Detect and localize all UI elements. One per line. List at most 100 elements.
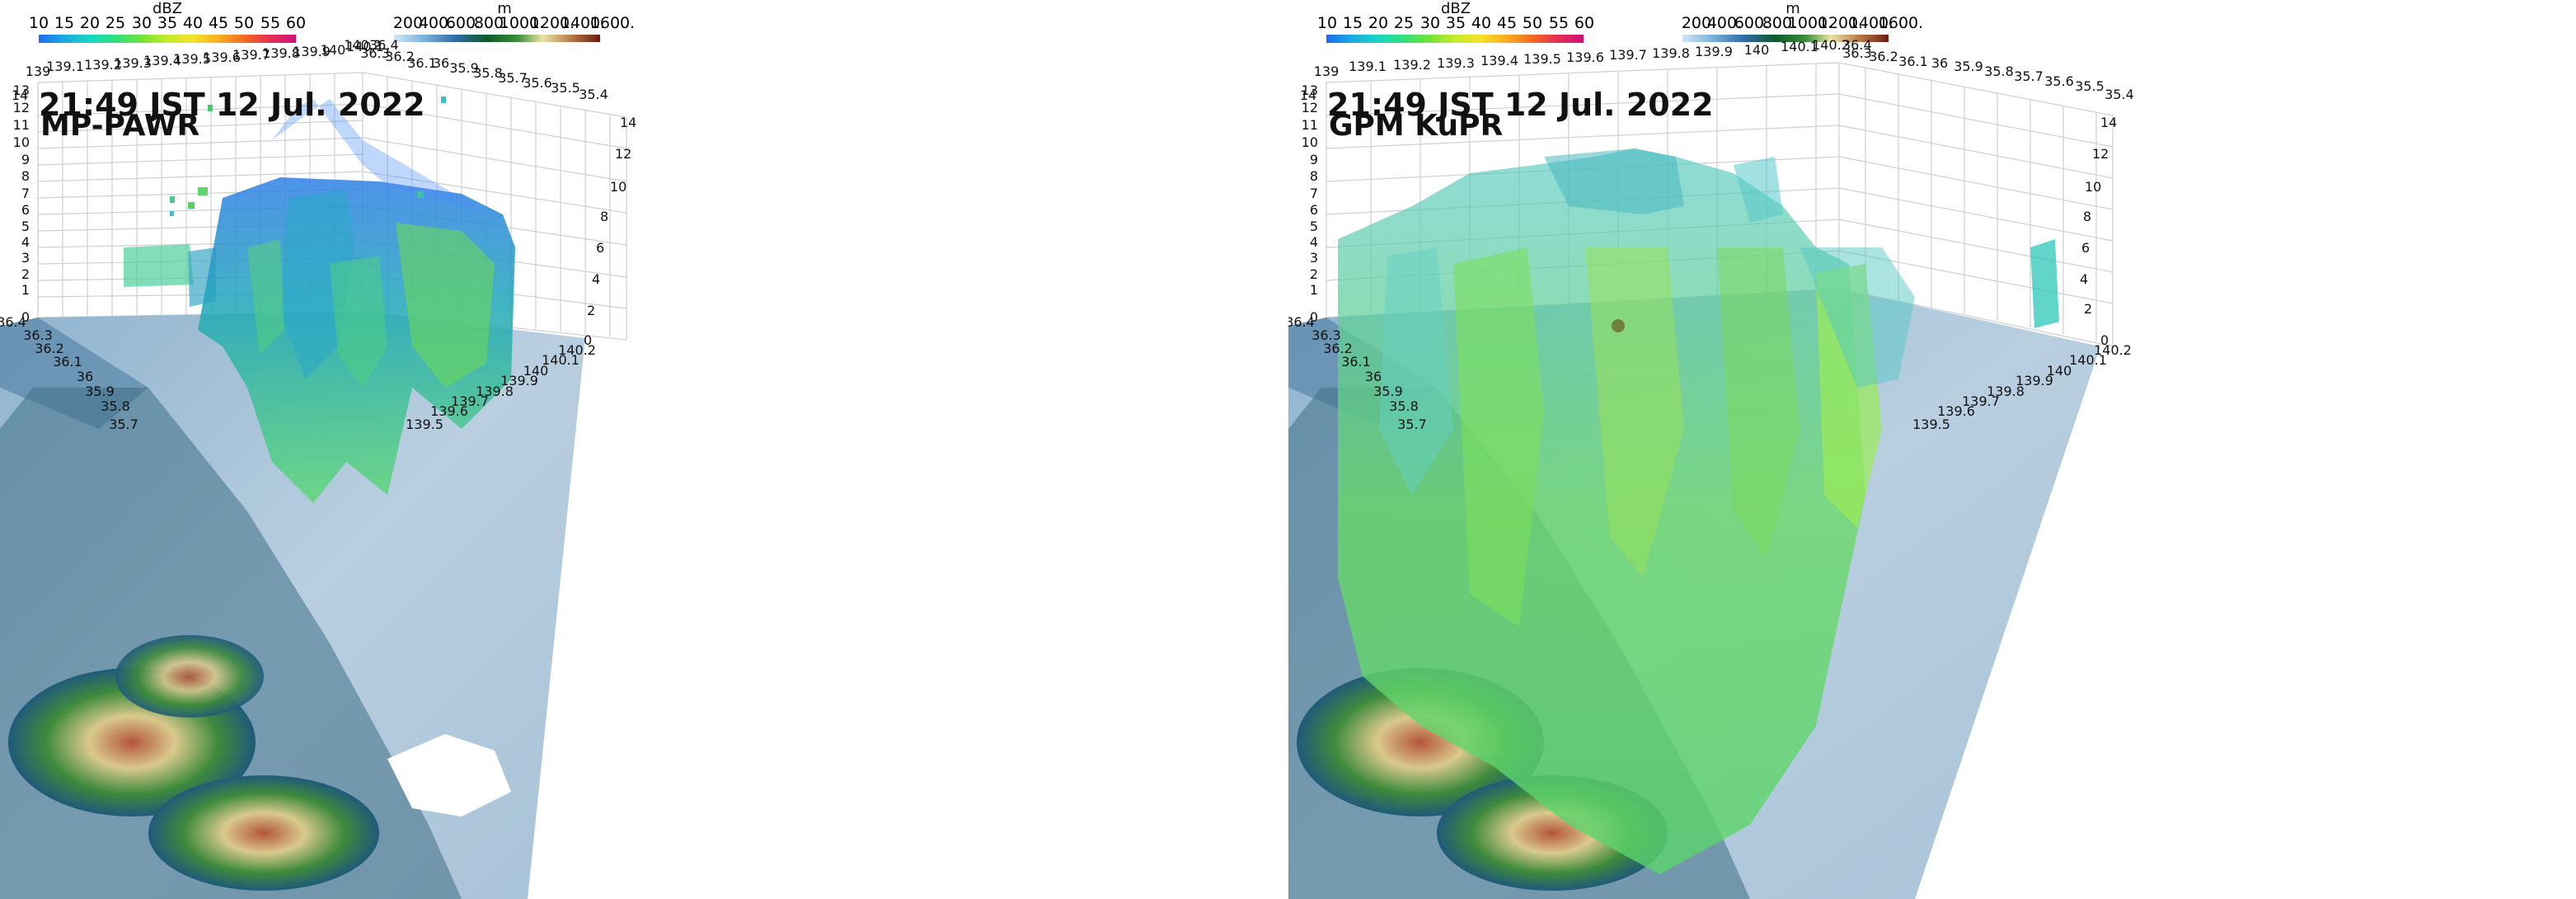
svg-text:139.3: 139.3 — [114, 55, 152, 71]
lon-top-ticks: 139 139.1 139.2 139.3 139.4 139.5 139.6 … — [1314, 37, 1850, 79]
svg-text:3: 3 — [21, 250, 30, 266]
svg-text:36.2: 36.2 — [1869, 49, 1898, 64]
svg-text:139.6: 139.6 — [430, 403, 468, 419]
svg-text:139.2: 139.2 — [84, 57, 122, 73]
terrain-mountains — [148, 775, 379, 891]
lon-bottom-ticks: 140.2 140.1 140 139.9 139.8 139.7 139.6 … — [1912, 342, 2132, 432]
svg-text:140.1: 140.1 — [542, 352, 579, 368]
svg-text:139.8: 139.8 — [262, 45, 300, 61]
svg-text:40: 40 — [183, 14, 203, 32]
radar-echo-volume — [124, 96, 515, 503]
svg-text:35.7: 35.7 — [2014, 68, 2043, 84]
z-right-ticks: 0 2 4 6 8 10 12 14 — [2080, 115, 2117, 348]
lon-top-ticks: 139 139.1 139.2 139.3 139.4 139.5 139.6 … — [26, 37, 384, 79]
masked-area — [387, 734, 511, 817]
svg-text:36: 36 — [77, 369, 93, 384]
svg-text:1: 1 — [1310, 282, 1318, 298]
data-source-label: MP-PAWR — [40, 109, 200, 143]
timestamp-label: 21:49 JST 12 Jul. 2022 — [39, 87, 425, 123]
svg-text:60: 60 — [1574, 14, 1594, 32]
svg-text:139.7: 139.7 — [232, 47, 270, 63]
svg-text:36.3: 36.3 — [1311, 327, 1341, 343]
svg-text:9: 9 — [21, 152, 30, 167]
svg-text:1000.: 1000. — [1788, 14, 1832, 32]
svg-text:2: 2 — [2084, 301, 2092, 317]
elevation-tick-labels: 200. 400. 600. 800. 1000. 1200. 1400. 16… — [393, 14, 635, 32]
svg-text:140: 140 — [523, 363, 549, 379]
svg-text:25: 25 — [1394, 14, 1414, 32]
svg-text:140.2: 140.2 — [2094, 342, 2132, 358]
svg-text:140.1: 140.1 — [1781, 39, 1818, 54]
svg-text:139.1: 139.1 — [46, 59, 84, 74]
svg-text:7: 7 — [21, 186, 30, 201]
svg-text:12: 12 — [2092, 146, 2109, 162]
svg-text:140.1: 140.1 — [346, 39, 384, 54]
svg-text:1200.: 1200. — [1818, 14, 1863, 32]
lon-bottom-ticks: 140.2 140.1 140 139.9 139.8 139.7 139.6 … — [406, 342, 596, 432]
svg-text:13: 13 — [1302, 82, 1318, 98]
svg-text:35.6: 35.6 — [2044, 73, 2074, 89]
svg-text:35.7: 35.7 — [498, 70, 528, 86]
z-left-ticks: 0 1 2 3 4 5 6 7 8 9 10 11 12 13 14 — [1300, 82, 1318, 325]
svg-text:9: 9 — [1310, 152, 1318, 167]
svg-text:35.8: 35.8 — [101, 398, 130, 414]
svg-text:200.: 200. — [393, 14, 428, 32]
svg-text:139.4: 139.4 — [1480, 53, 1518, 68]
svg-text:14: 14 — [2100, 115, 2117, 130]
svg-text:10: 10 — [1302, 134, 1318, 150]
dbz-colorbar — [1326, 35, 1584, 43]
svg-text:36.4: 36.4 — [1842, 37, 1872, 53]
scene-3d: dBZ m 10 15 20 25 30 35 40 45 50 55 60 2… — [1288, 0, 2134, 899]
svg-text:139: 139 — [1314, 64, 1340, 79]
svg-text:14: 14 — [1300, 87, 1316, 103]
svg-text:36.2: 36.2 — [35, 341, 64, 356]
svg-text:10: 10 — [29, 14, 49, 32]
svg-text:36: 36 — [1365, 369, 1382, 384]
svg-text:20: 20 — [1368, 14, 1388, 32]
svg-text:40: 40 — [1471, 14, 1491, 32]
svg-text:14: 14 — [12, 87, 28, 103]
svg-text:139.7: 139.7 — [451, 393, 489, 409]
svg-text:35.5: 35.5 — [551, 80, 580, 96]
svg-text:2: 2 — [21, 266, 30, 282]
svg-text:0: 0 — [1310, 309, 1318, 325]
svg-text:8: 8 — [1310, 168, 1318, 184]
svg-text:800.: 800. — [1762, 14, 1797, 32]
svg-text:12: 12 — [615, 146, 631, 162]
svg-text:600.: 600. — [1734, 14, 1769, 32]
svg-text:139.6: 139.6 — [1566, 49, 1604, 65]
lat-top-ticks: 36.4 36.3 36.2 36.1 36 35.9 35.8 35.7 35… — [1842, 37, 2134, 102]
lat-bottom-ticks: 36.4 36.3 36.2 36.1 36 35.9 35.8 35.7 — [1288, 314, 1427, 432]
svg-text:35: 35 — [157, 14, 177, 32]
svg-text:36.1: 36.1 — [1898, 54, 1928, 69]
svg-text:35.8: 35.8 — [1984, 64, 2014, 79]
svg-text:5: 5 — [21, 219, 30, 234]
svg-text:10: 10 — [13, 134, 30, 150]
svg-text:1000.: 1000. — [500, 14, 544, 32]
svg-text:4: 4 — [592, 271, 600, 287]
svg-text:35.4: 35.4 — [2104, 87, 2134, 102]
svg-text:55: 55 — [1549, 14, 1569, 32]
svg-text:35.9: 35.9 — [1373, 384, 1403, 399]
elevation-unit: m — [1785, 0, 1800, 17]
svg-text:1600.: 1600. — [590, 14, 635, 32]
radar-echo-volume — [1338, 148, 2059, 874]
svg-text:60: 60 — [286, 14, 306, 32]
svg-text:36.2: 36.2 — [1323, 341, 1353, 356]
svg-text:15: 15 — [54, 14, 74, 32]
svg-text:1400.: 1400. — [1849, 14, 1893, 32]
svg-text:35.4: 35.4 — [579, 87, 608, 102]
svg-text:12: 12 — [13, 100, 30, 115]
svg-text:36.3: 36.3 — [23, 327, 53, 343]
svg-text:36.1: 36.1 — [1341, 354, 1371, 369]
svg-text:600.: 600. — [446, 14, 481, 32]
svg-text:8: 8 — [21, 168, 30, 184]
svg-text:7: 7 — [1310, 186, 1318, 201]
svg-text:35.9: 35.9 — [1954, 59, 1983, 74]
svg-text:10: 10 — [610, 179, 626, 195]
lat-bottom-ticks: 36.4 36.3 36.2 36.1 36 35.9 35.8 35.7 — [0, 314, 138, 432]
svg-text:139.5: 139.5 — [173, 51, 211, 67]
svg-text:5: 5 — [1310, 219, 1318, 234]
svg-text:45: 45 — [1497, 14, 1517, 32]
svg-text:30: 30 — [132, 14, 152, 32]
